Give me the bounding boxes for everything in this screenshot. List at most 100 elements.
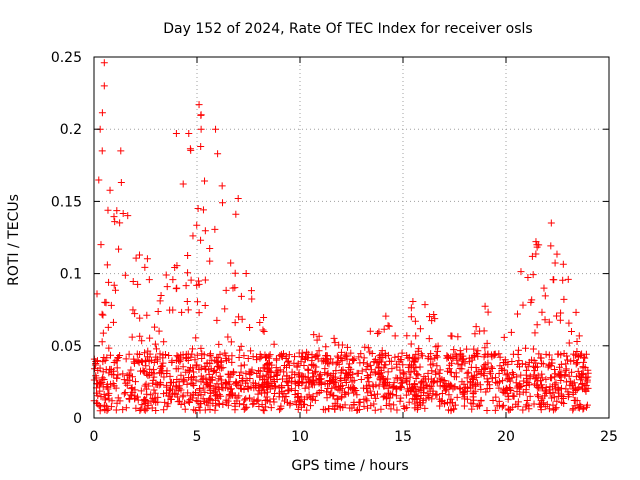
data-point — [313, 352, 321, 360]
data-point — [444, 367, 452, 375]
data-point — [471, 387, 479, 395]
data-point — [447, 395, 455, 403]
data-point — [196, 406, 204, 414]
data-point — [456, 347, 464, 355]
data-point — [343, 343, 351, 351]
data-point — [525, 381, 533, 389]
data-point — [186, 367, 194, 375]
data-point — [358, 367, 366, 375]
data-point — [347, 365, 355, 373]
data-point — [116, 219, 124, 227]
data-point — [509, 350, 517, 358]
data-point — [421, 404, 429, 412]
data-point — [397, 394, 405, 402]
data-point — [483, 339, 491, 347]
data-point — [192, 397, 200, 405]
data-point — [583, 403, 591, 411]
data-point — [446, 361, 454, 369]
data-point — [397, 383, 405, 391]
data-point — [110, 213, 118, 221]
data-point — [235, 392, 243, 400]
data-point — [484, 350, 492, 358]
data-point — [323, 388, 331, 396]
data-point — [260, 328, 268, 336]
data-point — [119, 370, 127, 378]
data-point — [428, 367, 436, 375]
data-point — [569, 388, 577, 396]
data-point — [154, 307, 162, 315]
data-point — [288, 374, 296, 382]
data-point — [121, 271, 129, 279]
data-point — [98, 109, 106, 117]
data-point — [206, 406, 214, 414]
data-point — [415, 386, 423, 394]
data-point — [567, 327, 575, 335]
data-point — [450, 346, 458, 354]
data-point — [387, 390, 395, 398]
data-point — [285, 386, 293, 394]
data-point — [226, 373, 234, 381]
data-point — [127, 366, 135, 374]
data-point — [420, 373, 428, 381]
data-point — [212, 125, 220, 133]
data-point — [573, 386, 581, 394]
data-point — [188, 350, 196, 358]
data-point — [559, 276, 567, 284]
data-point — [333, 401, 341, 409]
data-point — [264, 359, 272, 367]
data-point — [508, 358, 516, 366]
data-point — [569, 405, 577, 413]
data-point — [174, 398, 182, 406]
data-point — [181, 399, 189, 407]
data-point — [421, 301, 429, 309]
data-point — [355, 353, 363, 361]
data-point — [201, 397, 209, 405]
data-point — [273, 370, 281, 378]
data-point — [487, 363, 495, 371]
data-point — [128, 333, 136, 341]
axis-ticks — [93, 56, 610, 419]
data-point — [346, 404, 354, 412]
data-point — [446, 399, 454, 407]
data-point — [254, 396, 262, 404]
data-point — [311, 396, 319, 404]
data-point — [577, 376, 585, 384]
data-point — [567, 357, 575, 365]
data-point — [201, 177, 209, 185]
data-point — [468, 405, 476, 413]
data-point — [236, 346, 244, 354]
data-point — [538, 308, 546, 316]
data-point — [405, 353, 413, 361]
data-point — [193, 221, 201, 229]
data-point — [483, 407, 491, 415]
data-point — [105, 278, 113, 286]
data-point — [535, 350, 543, 358]
data-point — [366, 348, 374, 356]
data-point — [491, 350, 499, 358]
data-point — [152, 407, 160, 415]
data-point — [268, 361, 276, 369]
data-point — [197, 236, 205, 244]
data-point — [564, 275, 572, 283]
data-point — [537, 381, 545, 389]
data-point — [360, 354, 368, 362]
data-point — [357, 376, 365, 384]
data-point — [425, 394, 433, 402]
data-point — [256, 372, 264, 380]
data-point — [575, 404, 583, 412]
data-point — [353, 391, 361, 399]
data-point — [217, 357, 225, 365]
data-point — [94, 400, 102, 408]
data-point — [361, 343, 369, 351]
data-point — [551, 405, 559, 413]
data-point — [116, 351, 124, 359]
data-point — [243, 403, 251, 411]
data-point — [405, 398, 413, 406]
plot-frame — [93, 56, 610, 419]
x-tick-label: 10 — [291, 429, 309, 445]
data-point — [285, 361, 293, 369]
data-point — [372, 394, 380, 402]
y-tick-labels: 0 0.05 0.1 0.15 0.2 0.25 — [51, 50, 82, 427]
data-point — [140, 396, 148, 404]
data-point — [215, 391, 223, 399]
